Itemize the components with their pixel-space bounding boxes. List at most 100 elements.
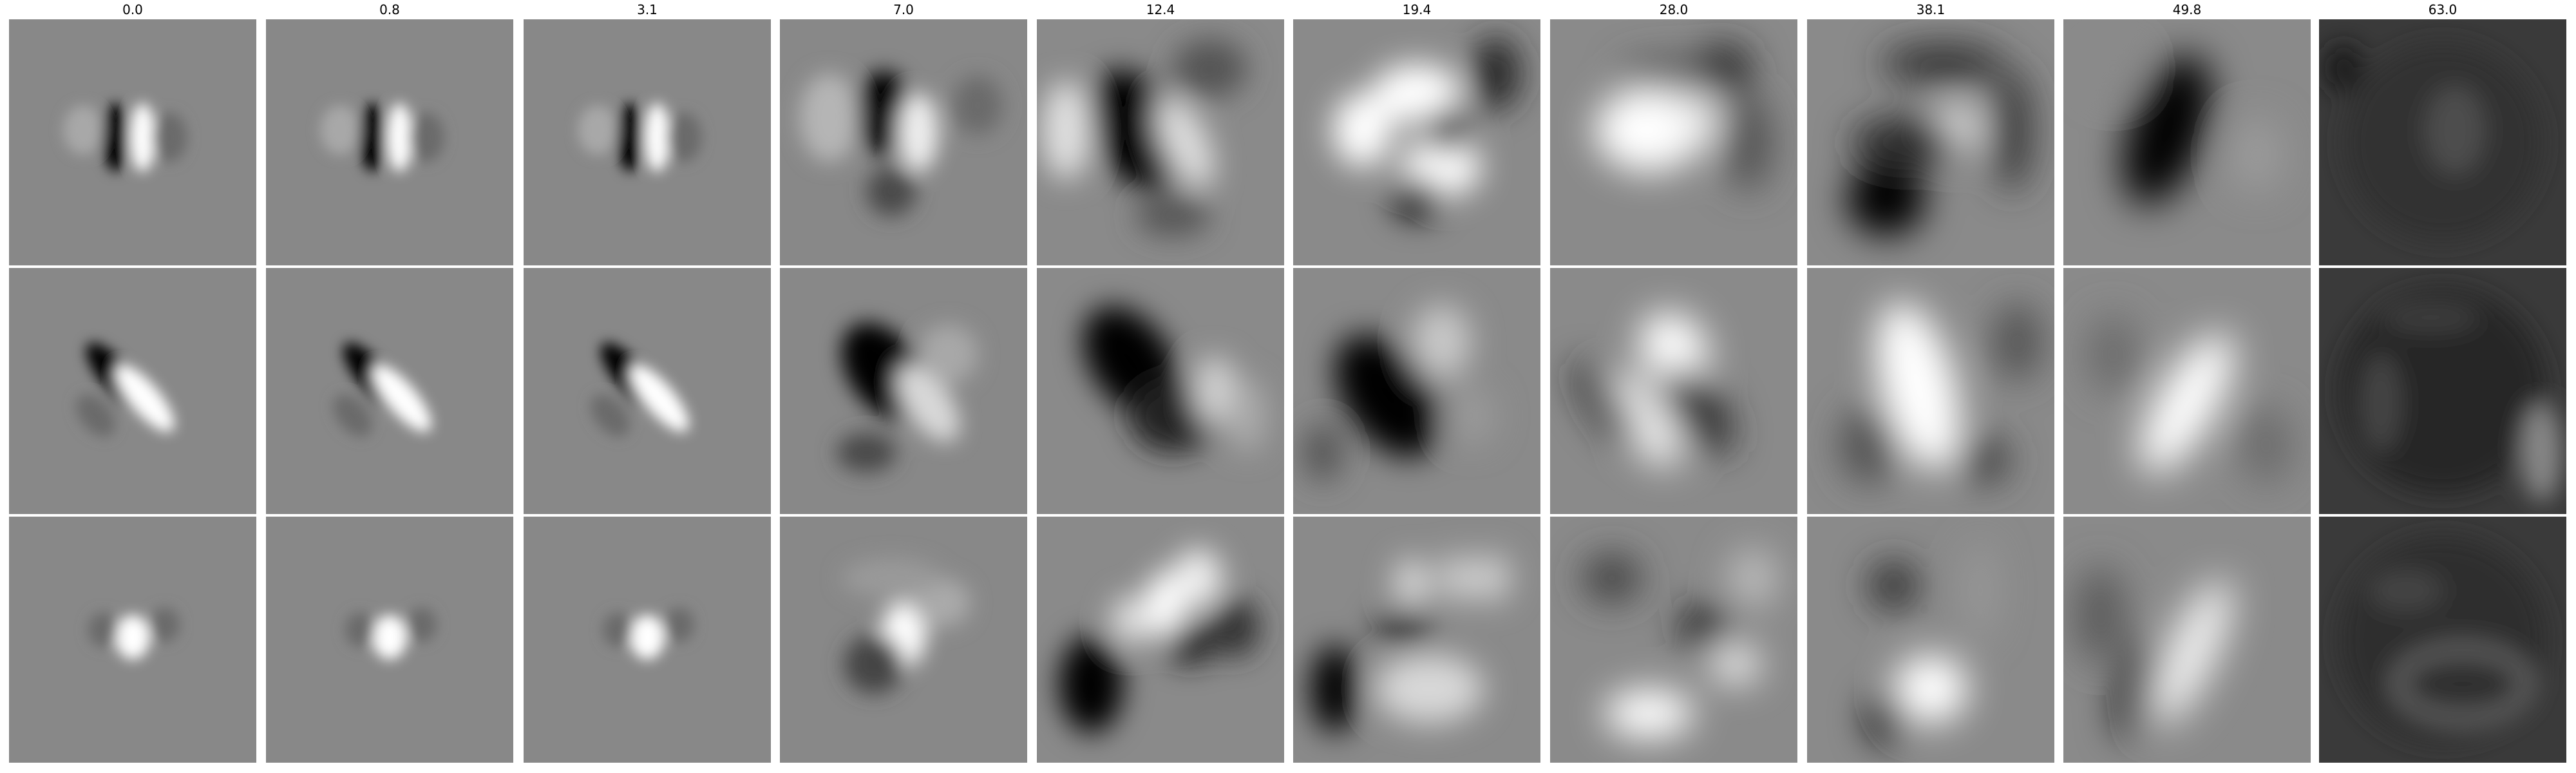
image-panel-r2-c7 bbox=[1807, 517, 2054, 763]
intensity-blob bbox=[1595, 88, 1704, 172]
intensity-blob bbox=[630, 365, 689, 432]
intensity-blob bbox=[2088, 44, 2138, 93]
intensity-blob bbox=[115, 615, 150, 660]
image-panel-r0-c2 bbox=[524, 19, 771, 265]
image-panel-r1-c1 bbox=[266, 268, 513, 514]
intensity-blob bbox=[617, 102, 643, 172]
intensity-blob bbox=[2123, 55, 2211, 205]
intensity-blob bbox=[406, 607, 437, 642]
intensity-blob bbox=[1173, 548, 1222, 608]
intensity-blob bbox=[799, 73, 859, 162]
image-panel-r1-c0 bbox=[9, 268, 256, 514]
image-panel-r0-c1 bbox=[266, 19, 513, 265]
intensity-blob bbox=[1869, 560, 1918, 611]
intensity-blob bbox=[372, 615, 407, 660]
intensity-blob bbox=[115, 365, 175, 432]
intensity-blob bbox=[898, 93, 938, 172]
intensity-blob bbox=[2521, 403, 2562, 502]
column-title-5: 19.4 bbox=[1403, 2, 1432, 17]
intensity-blob bbox=[2361, 354, 2401, 453]
image-panel-r1-c8 bbox=[2063, 268, 2311, 514]
intensity-blob bbox=[1663, 368, 1734, 453]
intensity-blob bbox=[1604, 689, 1694, 738]
image-panel-r0-c6 bbox=[1550, 19, 1797, 265]
intensity-blob bbox=[1439, 553, 1474, 603]
intensity-blob bbox=[1471, 36, 1521, 111]
intensity-blob bbox=[1374, 654, 1484, 723]
image-panel-r0-c0 bbox=[9, 19, 256, 265]
intensity-blob bbox=[102, 102, 128, 172]
intensity-blob bbox=[1374, 612, 1434, 642]
intensity-blob bbox=[320, 105, 360, 155]
intensity-blob bbox=[1165, 625, 1215, 665]
intensity-blob bbox=[1310, 644, 1360, 734]
intensity-blob bbox=[1728, 548, 1778, 608]
intensity-blob bbox=[1639, 312, 1709, 386]
intensity-blob bbox=[1881, 44, 2005, 84]
intensity-blob bbox=[1678, 93, 1719, 153]
intensity-blob bbox=[842, 558, 941, 598]
intensity-blob bbox=[630, 615, 665, 660]
intensity-blob bbox=[63, 105, 103, 155]
column-title-1: 0.8 bbox=[379, 2, 400, 17]
intensity-blob bbox=[359, 102, 385, 172]
intensity-blob bbox=[857, 71, 911, 155]
intensity-blob bbox=[1710, 644, 1761, 684]
intensity-blob bbox=[1156, 97, 1215, 188]
column-title-4: 12.4 bbox=[1146, 2, 1175, 17]
image-panel-r2-c3 bbox=[780, 517, 1027, 763]
intensity-blob bbox=[1993, 302, 2042, 381]
intensity-blob bbox=[2368, 571, 2443, 611]
image-panel-r2-c2 bbox=[524, 517, 771, 763]
intensity-blob bbox=[2381, 302, 2480, 332]
intensity-blob bbox=[918, 324, 978, 384]
intensity-blob bbox=[1607, 374, 1681, 468]
intensity-blob bbox=[1960, 435, 2010, 485]
image-panel-r0-c4 bbox=[1037, 19, 1284, 265]
image-panel-r1-c4 bbox=[1037, 268, 1284, 514]
intensity-blob bbox=[1876, 302, 1961, 470]
intensity-blob bbox=[1041, 81, 1092, 180]
intensity-blob bbox=[591, 394, 630, 437]
intensity-blob bbox=[2088, 314, 2138, 394]
intensity-blob bbox=[645, 102, 670, 172]
intensity-blob bbox=[1866, 694, 1906, 743]
intensity-blob bbox=[578, 105, 618, 155]
intensity-blob bbox=[664, 607, 694, 642]
image-panel-r0-c9 bbox=[2319, 19, 2566, 265]
intensity-blob bbox=[2425, 86, 2485, 175]
intensity-blob bbox=[1839, 405, 1899, 485]
intensity-blob bbox=[152, 113, 187, 162]
intensity-blob bbox=[1303, 423, 1343, 482]
image-panel-r1-c5 bbox=[1293, 268, 1540, 514]
intensity-blob bbox=[2076, 566, 2126, 665]
intensity-blob bbox=[1582, 553, 1642, 603]
image-panel-r1-c6 bbox=[1550, 268, 1797, 514]
intensity-blob bbox=[1111, 595, 1151, 645]
intensity-blob bbox=[837, 432, 896, 473]
intensity-blob bbox=[1334, 334, 1440, 457]
intensity-blob bbox=[88, 612, 118, 647]
intensity-blob bbox=[866, 167, 916, 216]
intensity-blob bbox=[896, 365, 960, 442]
intensity-blob bbox=[952, 75, 1003, 135]
intensity-blob bbox=[1723, 93, 1773, 192]
intensity-blob bbox=[1573, 362, 1636, 445]
intensity-blob bbox=[387, 102, 412, 172]
image-panel-r2-c0 bbox=[9, 517, 256, 763]
column-title-2: 3.1 bbox=[637, 2, 658, 17]
intensity-blob bbox=[1426, 108, 1466, 153]
intensity-blob bbox=[1678, 605, 1728, 650]
intensity-blob bbox=[1446, 386, 1496, 446]
intensity-blob bbox=[372, 365, 431, 432]
intensity-blob bbox=[76, 394, 115, 437]
image-panels bbox=[9, 19, 2566, 763]
intensity-blob bbox=[149, 607, 180, 642]
image-panel-r1-c9 bbox=[2319, 268, 2566, 514]
intensity-blob bbox=[2241, 405, 2291, 485]
intensity-blob bbox=[1227, 378, 1267, 453]
intensity-blob bbox=[667, 113, 702, 162]
intensity-blob bbox=[1192, 356, 1238, 426]
image-panel-r0-c3 bbox=[780, 19, 1027, 265]
